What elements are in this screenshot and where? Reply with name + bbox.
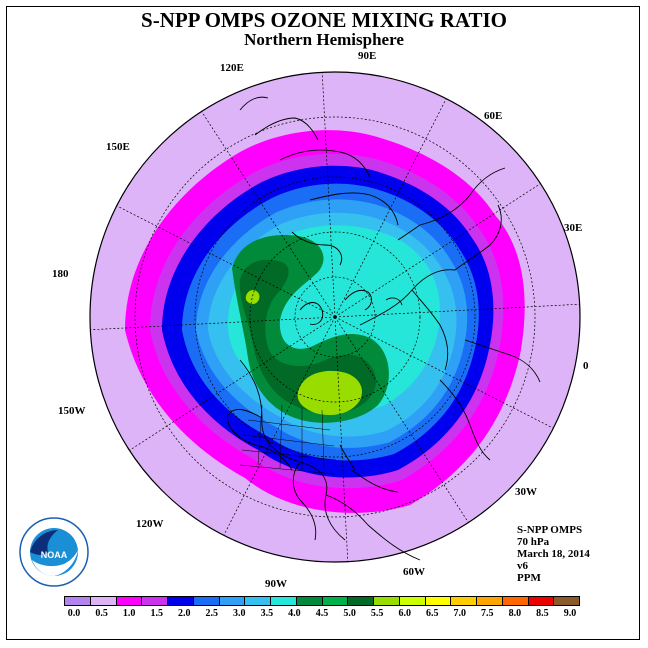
meridian-line <box>201 111 336 318</box>
info-block: S-NPP OMPS 70 hPa March 18, 2014 v6 PPM <box>517 524 590 584</box>
colorbar-tick-label: 6.0 <box>398 608 411 619</box>
colorbar-swatch <box>90 597 117 605</box>
field-5-0-to-5-5-main <box>297 370 362 416</box>
colorbar-swatch <box>528 597 555 605</box>
colorbar-tick-label: 1.0 <box>122 608 136 619</box>
colorbar-tick-label: 9.0 <box>563 608 577 619</box>
colorbar-swatch <box>219 597 246 605</box>
colorbar-swatch <box>168 597 194 605</box>
meridian-line <box>321 72 336 318</box>
colorbar-swatch <box>425 597 452 605</box>
colorbar-tick-label: 8.0 <box>508 608 522 619</box>
colorbar-tick-label: 3.5 <box>260 608 274 619</box>
colorbar-swatch <box>296 597 323 605</box>
colorbar-tick-label: 5.0 <box>343 608 356 619</box>
lon-label-0: 0 <box>583 360 589 372</box>
colorbar-tick-label: 7.0 <box>453 608 467 619</box>
figure-frame <box>6 6 640 640</box>
lon-label-150e: 150E <box>106 141 130 153</box>
meridian-line <box>116 205 336 318</box>
colorbar-swatch <box>322 597 349 605</box>
noaa-emblem-icon: NOAA <box>19 517 89 587</box>
colorbar-swatch <box>65 597 91 605</box>
info-units: PPM <box>517 572 541 584</box>
colorbar-swatch <box>271 597 297 605</box>
meridian-line <box>90 316 336 331</box>
colorbar-swatch <box>477 597 503 605</box>
noaa-logo-text: NOAA <box>41 550 68 560</box>
colorbar-swatch <box>142 597 168 605</box>
lon-label-180: 180 <box>52 268 69 280</box>
colorbar-tick-label: 2.0 <box>177 608 191 619</box>
colorbar-tick-label: 0.5 <box>95 608 108 619</box>
lon-label-120e: 120E <box>220 62 244 74</box>
info-date: March 18, 2014 <box>517 548 590 560</box>
colorbar-swatch <box>502 597 529 605</box>
lon-label-150w: 150W <box>58 405 86 417</box>
colorbar-tick-label: 4.0 <box>288 608 301 619</box>
meridian-line <box>334 316 349 562</box>
colorbar-ticks: 0.0 0.5 1.0 1.5 2.0 2.5 3.0 3.5 4.0 4.5 5.0 5.5 6.0 6… <box>0 608 648 622</box>
colorbar-swatch <box>193 597 220 605</box>
colorbar-swatch <box>374 597 400 605</box>
colorbar-swatch <box>116 597 143 605</box>
colorbar-swatch <box>348 597 374 605</box>
field-5-0-to-5-5-small <box>245 290 260 305</box>
info-version: v6 <box>517 560 528 572</box>
colorbar-tick-label: 7.5 <box>481 608 494 619</box>
lon-label-60e: 60E <box>484 110 503 122</box>
colorbar <box>64 596 580 606</box>
noaa-logo: NOAA <box>18 516 90 588</box>
colorbar-tick-label: 6.5 <box>425 608 439 619</box>
usa-county-lines <box>239 404 337 475</box>
lon-label-60w: 60W <box>403 566 425 578</box>
meridian-line <box>334 316 469 523</box>
colorbar-tick-label: 8.5 <box>536 608 549 619</box>
meridian-line <box>223 316 336 536</box>
colorbar-tick-label: 4.5 <box>315 608 329 619</box>
coastlines <box>227 96 541 561</box>
colorbar-swatch <box>245 597 271 605</box>
lon-label-30w: 30W <box>515 486 537 498</box>
meridian-line <box>129 316 336 451</box>
colorbar-tick-label: 5.5 <box>370 608 384 619</box>
colorbar-tick-label: 3.0 <box>233 608 246 619</box>
graticule <box>90 72 580 562</box>
lon-label-120w: 120W <box>136 518 164 530</box>
lon-label-90w: 90W <box>265 578 287 590</box>
map-boundary <box>89 71 581 563</box>
page-subtitle: Northern Hemisphere <box>244 30 404 49</box>
colorbar-tick-label: 0.0 <box>67 608 81 619</box>
meridian-line <box>334 98 447 318</box>
colorbar-swatch <box>554 597 579 605</box>
meridian-line <box>334 303 580 318</box>
lon-label-90e: 90E <box>358 50 377 62</box>
colorbar-swatch <box>399 597 426 605</box>
info-instrument: S-NPP OMPS <box>517 524 583 536</box>
lon-label-30e: 30E <box>564 222 583 234</box>
info-level: 70 hPa <box>517 536 550 548</box>
colorbar-swatch <box>451 597 477 605</box>
meridian-line <box>334 183 541 318</box>
colorbar-tick-label: 1.5 <box>150 608 163 619</box>
page-title: S-NPP OMPS OZONE MIXING RATIO <box>141 8 507 32</box>
colorbar-tick-label: 2.5 <box>205 608 219 619</box>
meridian-line <box>334 316 554 429</box>
